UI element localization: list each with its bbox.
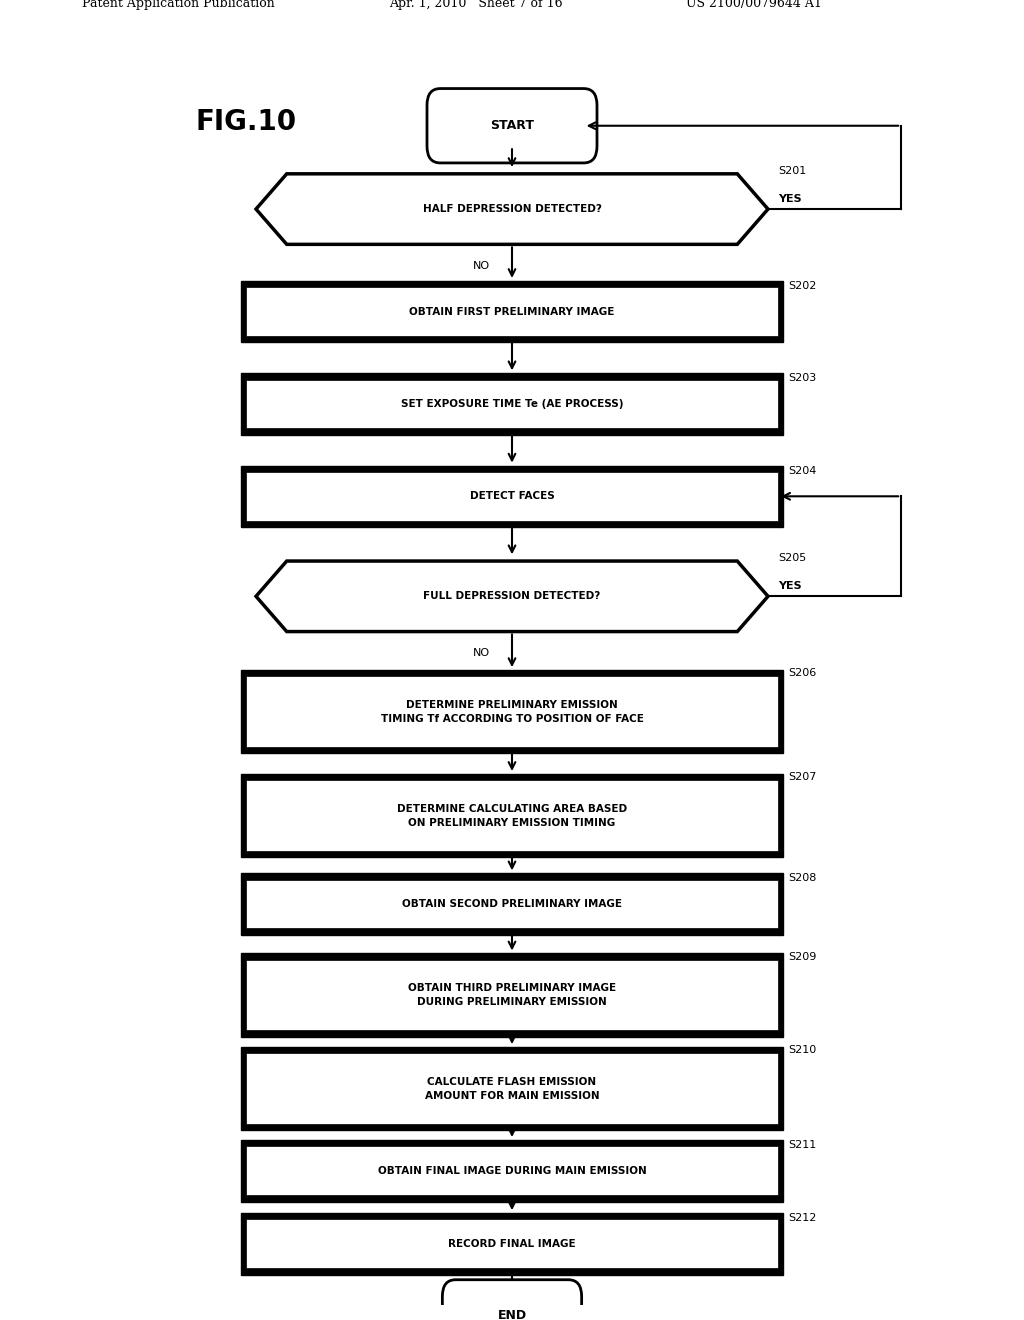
FancyBboxPatch shape (241, 953, 783, 1036)
Text: S205: S205 (778, 553, 807, 562)
Text: FIG.10: FIG.10 (196, 108, 296, 136)
Text: OBTAIN THIRD PRELIMINARY IMAGE
DURING PRELIMINARY EMISSION: OBTAIN THIRD PRELIMINARY IMAGE DURING PR… (408, 983, 616, 1007)
Text: DETERMINE CALCULATING AREA BASED
ON PRELIMINARY EMISSION TIMING: DETERMINE CALCULATING AREA BASED ON PREL… (397, 804, 627, 828)
Text: S211: S211 (788, 1140, 817, 1150)
FancyBboxPatch shape (241, 374, 783, 434)
Text: US 2100/0079644 A1: US 2100/0079644 A1 (686, 0, 822, 11)
Text: S203: S203 (788, 374, 817, 383)
Text: YES: YES (778, 581, 802, 591)
Text: NO: NO (473, 648, 489, 659)
FancyBboxPatch shape (427, 88, 597, 162)
Text: END: END (498, 1309, 526, 1320)
Text: OBTAIN FIRST PRELIMINARY IMAGE: OBTAIN FIRST PRELIMINARY IMAGE (410, 306, 614, 317)
FancyBboxPatch shape (246, 960, 778, 1031)
Text: START: START (490, 119, 534, 132)
FancyBboxPatch shape (241, 281, 783, 342)
FancyBboxPatch shape (241, 774, 783, 857)
Text: S202: S202 (788, 281, 817, 290)
FancyBboxPatch shape (241, 874, 783, 935)
Text: S207: S207 (788, 772, 817, 783)
FancyBboxPatch shape (246, 288, 778, 337)
Text: Patent Application Publication: Patent Application Publication (82, 0, 274, 11)
Text: S209: S209 (788, 952, 817, 961)
FancyBboxPatch shape (246, 780, 778, 851)
FancyBboxPatch shape (246, 676, 778, 747)
Text: RECORD FINAL IMAGE: RECORD FINAL IMAGE (449, 1239, 575, 1249)
FancyBboxPatch shape (246, 879, 778, 928)
Text: S204: S204 (788, 466, 817, 475)
Text: Apr. 1, 2010   Sheet 7 of 16: Apr. 1, 2010 Sheet 7 of 16 (389, 0, 563, 11)
Polygon shape (256, 561, 768, 631)
FancyBboxPatch shape (241, 1140, 783, 1201)
FancyBboxPatch shape (241, 1213, 783, 1275)
FancyBboxPatch shape (246, 380, 778, 429)
Text: S210: S210 (788, 1045, 817, 1055)
FancyBboxPatch shape (246, 1220, 778, 1269)
Text: SET EXPOSURE TIME Te (AE PROCESS): SET EXPOSURE TIME Te (AE PROCESS) (400, 399, 624, 409)
Text: DETECT FACES: DETECT FACES (470, 491, 554, 502)
FancyBboxPatch shape (241, 1047, 783, 1130)
FancyBboxPatch shape (246, 1053, 778, 1123)
FancyBboxPatch shape (246, 473, 778, 520)
Text: CALCULATE FLASH EMISSION
AMOUNT FOR MAIN EMISSION: CALCULATE FLASH EMISSION AMOUNT FOR MAIN… (425, 1077, 599, 1101)
Text: OBTAIN FINAL IMAGE DURING MAIN EMISSION: OBTAIN FINAL IMAGE DURING MAIN EMISSION (378, 1166, 646, 1176)
Polygon shape (256, 174, 768, 244)
Text: OBTAIN SECOND PRELIMINARY IMAGE: OBTAIN SECOND PRELIMINARY IMAGE (402, 899, 622, 909)
Text: YES: YES (778, 194, 802, 203)
FancyBboxPatch shape (241, 671, 783, 754)
Text: HALF DEPRESSION DETECTED?: HALF DEPRESSION DETECTED? (423, 205, 601, 214)
Text: S212: S212 (788, 1213, 817, 1224)
Text: NO: NO (473, 261, 489, 271)
FancyBboxPatch shape (241, 466, 783, 527)
Text: S208: S208 (788, 874, 817, 883)
Text: S206: S206 (788, 668, 817, 678)
FancyBboxPatch shape (442, 1279, 582, 1320)
Text: FULL DEPRESSION DETECTED?: FULL DEPRESSION DETECTED? (423, 591, 601, 602)
FancyBboxPatch shape (246, 1146, 778, 1195)
Text: S201: S201 (778, 165, 807, 176)
Text: DETERMINE PRELIMINARY EMISSION
TIMING Tf ACCORDING TO POSITION OF FACE: DETERMINE PRELIMINARY EMISSION TIMING Tf… (381, 700, 643, 723)
